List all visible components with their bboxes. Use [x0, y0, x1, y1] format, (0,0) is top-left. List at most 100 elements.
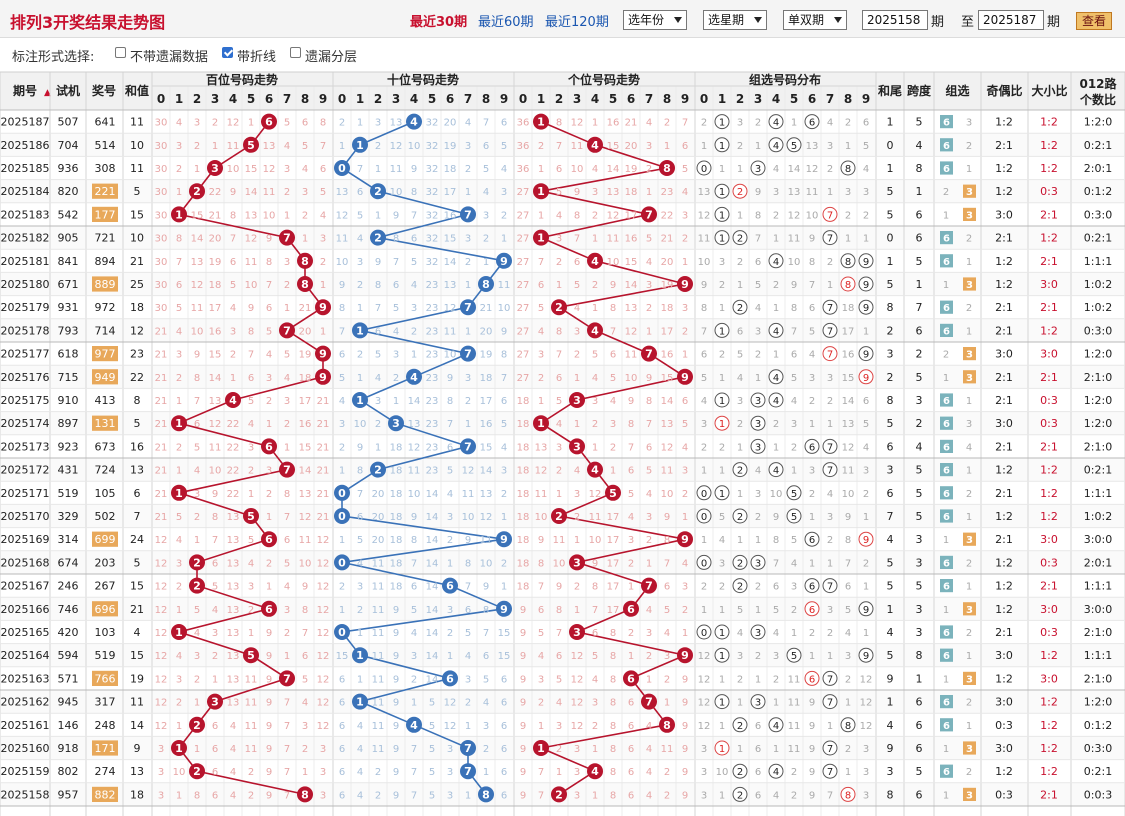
number-ball [171, 484, 187, 501]
miss-value: 13 [607, 187, 620, 198]
oddeven-cell: 1:2 [995, 556, 1013, 569]
oddeven-cell: 1:2 [995, 278, 1013, 291]
miss-value: 7 [194, 396, 200, 407]
miss-value: 2 [465, 396, 471, 407]
route-cell: 0:0:3 [1084, 788, 1112, 801]
group-ball [732, 462, 748, 478]
bigsmall-cell: 0:3 [1040, 556, 1058, 569]
sum-cell: 11 [130, 162, 144, 175]
miss-value: 3 [284, 605, 290, 616]
odd-even-period-select[interactable]: 单双期 [783, 10, 847, 30]
miss-value: 27 [517, 350, 530, 361]
miss-value: 21 [317, 442, 330, 453]
miss-value: 15 [245, 164, 258, 175]
view-button[interactable]: 查看 [1076, 12, 1112, 30]
miss-value: 18 [390, 442, 403, 453]
miss-value: 7 [556, 628, 562, 639]
trend-line [175, 121, 325, 796]
miss-value: 8 [610, 767, 616, 778]
miss-value: 1 [719, 303, 725, 314]
miss-value: 9 [393, 721, 399, 732]
miss-value: 7 [302, 628, 308, 639]
miss-value: 2 [339, 442, 345, 453]
span-cell: 8 [916, 649, 923, 662]
miss-value: 9 [393, 744, 399, 755]
miss-value: 7 [646, 419, 652, 430]
miss-value: 4 [737, 628, 743, 639]
to-issue-input[interactable]: 2025187 [978, 10, 1044, 30]
digit-header: 0 [338, 92, 346, 106]
from-issue-input[interactable]: 2025158 [862, 10, 928, 30]
group-ball-label: 9 [863, 373, 869, 384]
group-ball [822, 230, 838, 246]
period-120-link[interactable]: 最近120期 [545, 15, 609, 30]
row-bg [0, 226, 1125, 250]
miss-value: 7 [212, 535, 218, 546]
year-select[interactable]: 选年份 [623, 10, 687, 30]
miss-value: 12 [607, 210, 620, 221]
miss-value: 3 [592, 698, 598, 709]
miss-value: 1 [863, 326, 869, 337]
miss-value: 1 [230, 373, 236, 384]
oddeven-cell: 3:0 [995, 649, 1013, 662]
group-ball-label: 8 [845, 257, 851, 268]
miss-value: 11 [245, 698, 258, 709]
miss-value: 6 [393, 280, 399, 291]
group-ball-label: 4 [773, 767, 779, 778]
miss-value: 27 [517, 234, 530, 245]
row-bg [0, 759, 1125, 783]
miss-value: 6 [556, 164, 562, 175]
miss-value: 2 [682, 605, 688, 616]
miss-value: 10 [788, 257, 801, 268]
miss-value: 9 [664, 512, 670, 523]
sumtail-cell: 5 [887, 208, 894, 221]
group-ball [750, 624, 766, 640]
miss-value: 1 [809, 558, 815, 569]
period-60-link[interactable]: 最近60期 [478, 15, 534, 30]
number-ball [370, 183, 386, 200]
number-ball [279, 461, 295, 478]
ball-label: 1 [356, 649, 364, 662]
prize-cell: 949 [95, 371, 116, 384]
miss-value: 2 [845, 118, 851, 129]
sum-cell: 22 [130, 371, 144, 384]
miss-value: 3 [447, 790, 453, 801]
miss-value: 12 [336, 210, 349, 221]
miss-layer-checkbox[interactable] [290, 47, 301, 58]
miss-value: 4 [646, 767, 652, 778]
miss-value: 11 [408, 466, 421, 477]
miss-value: 21 [480, 303, 493, 314]
miss-value: 7 [701, 326, 707, 337]
group-ball [732, 508, 748, 524]
weekday-select[interactable]: 选星期 [703, 10, 767, 30]
miss-value: 9 [520, 698, 526, 709]
miss-value: 19 [480, 350, 493, 361]
bigsmall-cell: 3:0 [1040, 533, 1058, 546]
miss-value: 6 [538, 280, 544, 291]
number-ball [315, 345, 331, 362]
group-ball [696, 554, 712, 570]
ball-label: 2 [374, 232, 382, 245]
ball-label: 7 [645, 348, 653, 361]
miss-value: 2 [176, 698, 182, 709]
period-30-link[interactable]: 最近30期 [410, 15, 468, 30]
miss-value: 5 [538, 628, 544, 639]
oddeven-cell: 0:3 [995, 719, 1013, 732]
route-cell: 2:0:1 [1084, 556, 1112, 569]
group-ball-label: 0 [701, 512, 707, 523]
number-ball [605, 484, 621, 501]
route-cell: 0:2:1 [1084, 765, 1112, 778]
miss-value: 1 [646, 558, 652, 569]
miss-value: 1 [339, 605, 345, 616]
miss-value: 3 [320, 234, 326, 245]
miss-value: 18 [209, 280, 222, 291]
no-miss-checkbox[interactable] [115, 47, 126, 58]
bigsmall-cell: 3:0 [1040, 672, 1058, 685]
oddeven-cell: 3:0 [995, 417, 1013, 430]
polyline-checkbox[interactable] [222, 47, 233, 58]
group-type-badge [940, 416, 953, 430]
span-cell: 3 [916, 394, 923, 407]
group-ball-label: 2 [737, 234, 743, 245]
miss-value: 10 [390, 187, 403, 198]
sum-cell: 10 [130, 232, 144, 245]
